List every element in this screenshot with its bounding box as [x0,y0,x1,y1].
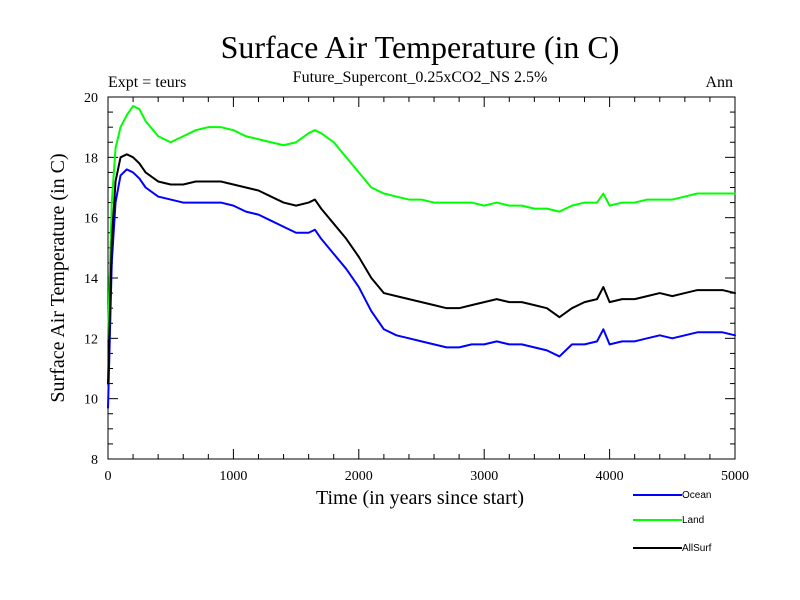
y-axis-tick-label: 18 [84,151,98,166]
experiment-label: Expt = teurs [108,74,186,91]
y-axis-tick-label: 14 [84,272,98,287]
x-axis-tick-label: 3000 [470,469,498,484]
plot-area: 0 1000 2000 3000 4000 5000 8 10 12 14 16 18 20 [84,91,749,484]
legend-label-allsurf: AllSurf [682,543,712,554]
series-line-land [107,105,736,340]
x-axis-tick-label: 1000 [219,469,247,484]
plot-frame [107,96,736,460]
series-line-ocean [107,168,736,409]
x-axis-tick-label: 4000 [596,469,624,484]
x-axis-label: Time (in years since start) [316,487,524,509]
legend-label-land: Land [682,515,704,526]
y-axis-tick-label: 16 [84,212,98,227]
y-axis-tick-label: 20 [84,91,98,106]
x-axis-tick-label: 5000 [721,469,749,484]
y-axis-tick-label: 8 [91,453,98,468]
series-line-allsurf [107,153,736,385]
x-axis-tick-label: 0 [105,469,112,484]
legend-label-ocean: Ocean [682,490,711,501]
y-axis-tick-label: 10 [84,393,98,408]
y-axis-label: Surface Air Temperature (in C) [47,153,69,402]
season-label: Ann [705,74,733,91]
legend: Ocean Land AllSurf [633,490,712,554]
chart-title: Surface Air Temperature (in C) [221,29,620,65]
x-axis-tick-label: 2000 [345,469,373,484]
chart-subtitle: Future_Supercont_0.25xCO2_NS 2.5% [293,69,548,86]
y-axis-tick-label: 12 [84,332,98,347]
